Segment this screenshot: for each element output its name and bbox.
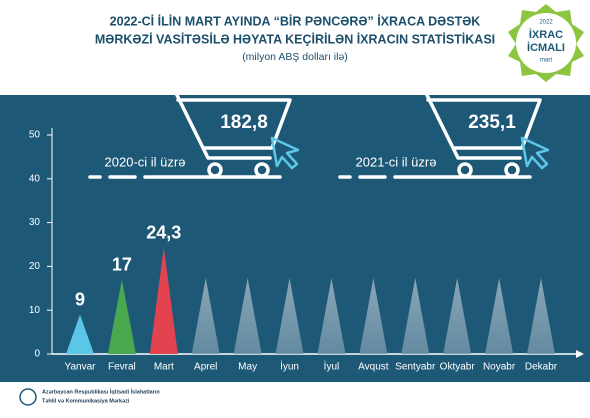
axis-arrow (576, 350, 584, 358)
annotation-total: 182,8 (220, 112, 268, 133)
x-tick-label: Mart (154, 362, 174, 373)
x-tick-label: Noyabr (483, 362, 516, 373)
x-tick-label: Avqust (358, 362, 389, 373)
subtitle: (milyon ABŞ dolları ilə) (242, 51, 348, 63)
y-tick-label: 50 (29, 130, 41, 141)
bar (107, 279, 136, 354)
value-label: 24,3 (146, 222, 181, 242)
placeholder-cone (401, 278, 430, 354)
value-label: 9 (75, 289, 85, 309)
badge-text: İXRAC (529, 28, 563, 41)
x-tick-label: Dekabr (525, 362, 558, 373)
badge-text: İCMALI (527, 41, 565, 54)
placeholder-cone (359, 278, 388, 354)
pointer-icons (270, 136, 550, 170)
placeholder-cone (191, 278, 220, 354)
x-tick-label: İyul (324, 360, 340, 373)
value-label: 17 (112, 254, 132, 274)
title-line: 2022-Cİ İLİN MART AYINDA “BİR PƏNCƏRƏ” İ… (110, 13, 481, 28)
placeholder-cone (485, 278, 514, 354)
placeholder-cone (527, 278, 555, 354)
annotation-year: 2020-ci il üzrə (105, 154, 186, 169)
placeholder-cone (233, 278, 262, 354)
footer-text: Azərbaycan Respublikası İqtisadi İslahat… (42, 388, 160, 395)
x-tick-label: Fevral (108, 362, 136, 373)
placeholder-cone (443, 278, 472, 354)
y-tick-label: 10 (29, 305, 41, 316)
x-tick-label: Yanvar (65, 362, 97, 373)
x-tick-label: May (238, 362, 257, 373)
footer-text: Təhlil və Kommunikasiya Mərkəzi (42, 398, 130, 404)
badge-text: mart (540, 58, 552, 64)
cart-icons (88, 83, 542, 179)
y-tick-label: 40 (29, 173, 41, 184)
y-tick-label: 20 (29, 261, 41, 272)
bar (149, 247, 178, 354)
footer: Azərbaycan Respublikası İqtisadi İslahat… (19, 388, 160, 406)
placeholder-cone (275, 278, 304, 354)
badge-text: 2022 (539, 20, 553, 26)
x-tick-label: İyun (280, 360, 299, 373)
badge: 2022 İXRAC İCMALI mart (508, 4, 584, 82)
bar (66, 314, 94, 354)
placeholder-cone (317, 278, 346, 354)
y-tick-label: 30 (29, 217, 41, 228)
annotation-year: 2021-ci il üzrə (356, 154, 437, 169)
x-tick-label: Aprel (194, 362, 217, 373)
title-line: MƏRKƏZİ VASİTƏSİLƏ HƏYATA KEÇİRİLƏN İXRA… (95, 31, 495, 46)
x-tick-label: Oktyabr (440, 362, 476, 373)
y-tick-label: 0 (34, 349, 40, 360)
x-tick-label: Sentyabr (395, 362, 436, 373)
annotation-total: 235,1 (468, 112, 516, 133)
